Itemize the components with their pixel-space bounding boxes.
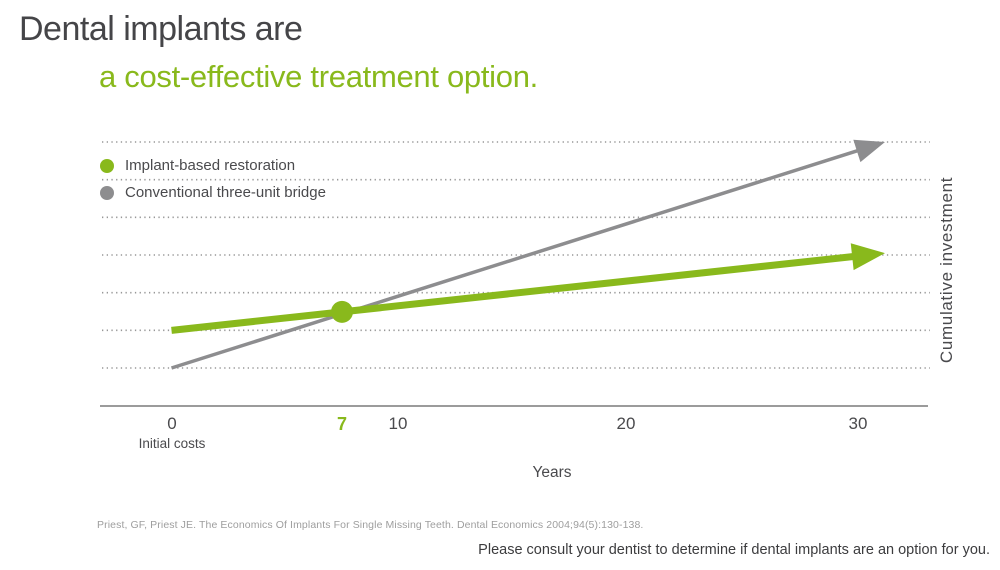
implant-line-arrowhead-icon: [850, 243, 885, 271]
chart-legend: Implant-based restoration Conventional t…: [100, 152, 326, 206]
disclaimer-text: Please consult your dentist to determine…: [478, 542, 990, 558]
bridge-legend-dot-icon: [100, 185, 114, 200]
page-subtitle: a cost-effective treatment option.: [99, 59, 538, 94]
x-tick-sublabel: Initial costs: [138, 436, 206, 451]
x-tick-value: 7: [336, 414, 348, 434]
x-axis-title: Years: [532, 464, 572, 481]
implant-legend-dot-icon: [100, 158, 114, 173]
x-tick-0: 0 Initial costs: [139, 413, 206, 451]
breakeven-dot: [331, 300, 353, 323]
x-tick-value: 30: [848, 414, 868, 433]
x-tick-value: 10: [388, 414, 408, 433]
source-citation: Priest, GF, Priest JE. The Economics Of …: [97, 519, 644, 531]
x-tick-10: 10: [389, 413, 408, 435]
legend-label: Conventional three-unit bridge: [125, 184, 326, 201]
x-tick-30: 30: [849, 413, 868, 435]
x-tick-20: 20: [617, 413, 636, 435]
x-tick-7: 7: [337, 413, 347, 435]
implant-line: [171, 252, 861, 334]
bridge-line-arrowhead-icon: [853, 139, 885, 163]
bridge-line: [170, 147, 865, 370]
legend-item-implant: Implant-based restoration: [100, 152, 326, 179]
legend-label: Implant-based restoration: [125, 157, 296, 174]
page-title: Dental implants are: [19, 10, 303, 48]
legend-item-bridge: Conventional three-unit bridge: [100, 179, 326, 206]
x-tick-value: 20: [616, 414, 636, 433]
y-axis-title: Cumulative investment: [937, 176, 956, 364]
x-tick-value: 0: [167, 414, 177, 433]
